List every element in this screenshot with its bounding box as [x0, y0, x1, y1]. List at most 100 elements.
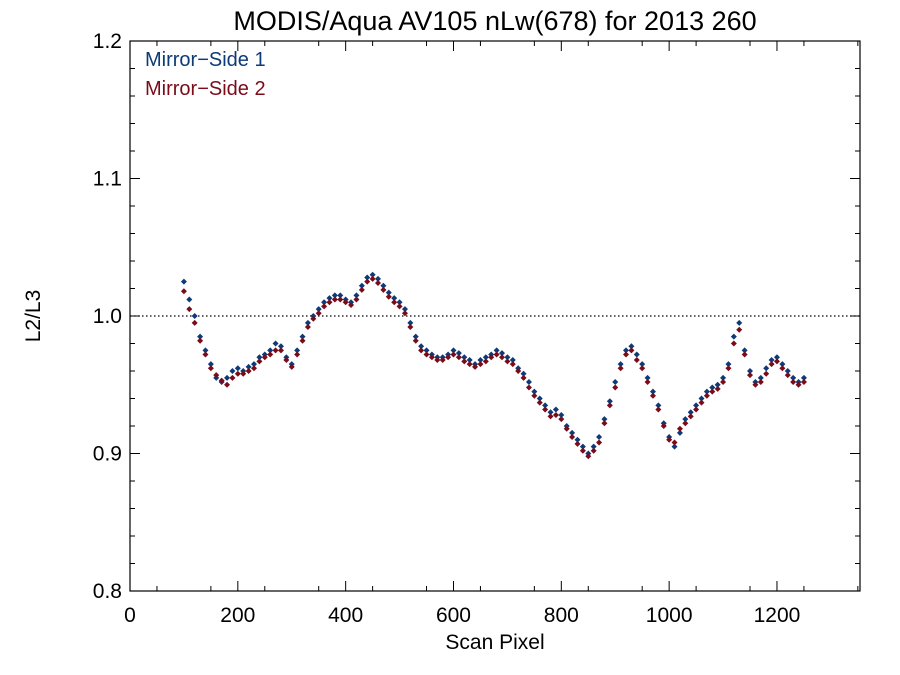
data-point [493, 351, 500, 358]
data-point [197, 333, 204, 340]
data-point [401, 306, 408, 313]
data-point [763, 370, 770, 377]
data-point [245, 363, 252, 370]
data-point [579, 447, 586, 454]
data-point [574, 440, 581, 447]
data-point [628, 343, 635, 350]
data-point [375, 275, 382, 282]
data-point [563, 425, 570, 432]
data-point [525, 384, 532, 391]
x-tick-label: 600 [436, 604, 471, 627]
data-point [504, 354, 511, 361]
data-point [461, 358, 468, 365]
data-point [207, 365, 214, 372]
data-point [251, 361, 258, 368]
data-point [714, 381, 721, 388]
data-point [741, 351, 748, 358]
data-point [364, 274, 371, 281]
data-point [461, 354, 468, 361]
data-point [547, 413, 554, 420]
data-point [795, 381, 802, 388]
data-point [283, 357, 290, 363]
data-point [644, 379, 651, 385]
data-point [375, 280, 382, 286]
data-point [709, 388, 716, 395]
legend-entry-mirror-side-1: Mirror−Side 1 [145, 49, 266, 71]
data-point [671, 443, 678, 450]
series-1 [180, 271, 807, 457]
data-point [601, 416, 608, 423]
y-tick-label: 1.0 [93, 305, 122, 328]
data-point [709, 384, 716, 391]
data-point [207, 361, 214, 368]
data-point [687, 409, 694, 416]
data-point [520, 370, 527, 377]
data-point [202, 351, 209, 358]
data-point [736, 326, 743, 333]
x-tick-label: 800 [544, 604, 579, 627]
data-point [401, 310, 408, 317]
y-tick-label: 1.1 [93, 168, 122, 191]
data-point [294, 347, 301, 354]
data-point [800, 374, 807, 381]
data-point [574, 436, 581, 443]
data-point [504, 358, 511, 365]
data-point [779, 365, 786, 372]
x-tick-label: 1000 [646, 604, 693, 627]
data-point [649, 388, 656, 395]
data-point [606, 402, 613, 409]
data-point [455, 350, 462, 357]
data-point [418, 347, 425, 354]
data-point [547, 409, 554, 416]
data-point [218, 377, 225, 384]
data-point [552, 406, 559, 413]
data-point [509, 357, 516, 363]
data-point [186, 306, 193, 313]
data-point [703, 392, 710, 399]
data-point [655, 406, 662, 413]
data-point [531, 392, 538, 399]
data-point [752, 381, 759, 388]
data-point [234, 365, 241, 372]
data-point [628, 347, 635, 354]
data-point [337, 292, 344, 299]
y-tick-label: 1.2 [93, 30, 122, 53]
data-point [234, 370, 241, 377]
data-point [747, 372, 754, 379]
data-point [676, 425, 683, 432]
data-point [499, 354, 506, 361]
data-point [445, 354, 452, 361]
data-point [499, 350, 506, 357]
data-point [304, 319, 311, 326]
data-point [369, 275, 376, 282]
data-point [272, 340, 279, 347]
data-point [725, 361, 732, 368]
data-point [596, 439, 603, 446]
data-point [385, 289, 392, 296]
data-point [180, 278, 187, 285]
data-point [682, 416, 689, 423]
data-point [703, 388, 710, 395]
data-point [676, 429, 683, 436]
data-point [509, 361, 516, 368]
data-point [180, 288, 187, 295]
data-point [450, 347, 457, 354]
data-point [229, 368, 236, 374]
data-point [698, 399, 705, 406]
data-point [601, 420, 608, 427]
data-point [639, 361, 646, 368]
data-point [757, 379, 764, 385]
data-point [590, 443, 597, 450]
data-point [579, 443, 586, 450]
data-point [784, 368, 791, 374]
data-point [407, 319, 414, 326]
data-point [288, 363, 295, 370]
data-point [423, 351, 430, 358]
data-point [633, 351, 640, 358]
data-point [585, 453, 592, 460]
data-point [644, 374, 651, 381]
data-point [542, 402, 549, 409]
data-point [267, 347, 274, 354]
data-point [224, 381, 231, 388]
data-point [439, 357, 446, 363]
